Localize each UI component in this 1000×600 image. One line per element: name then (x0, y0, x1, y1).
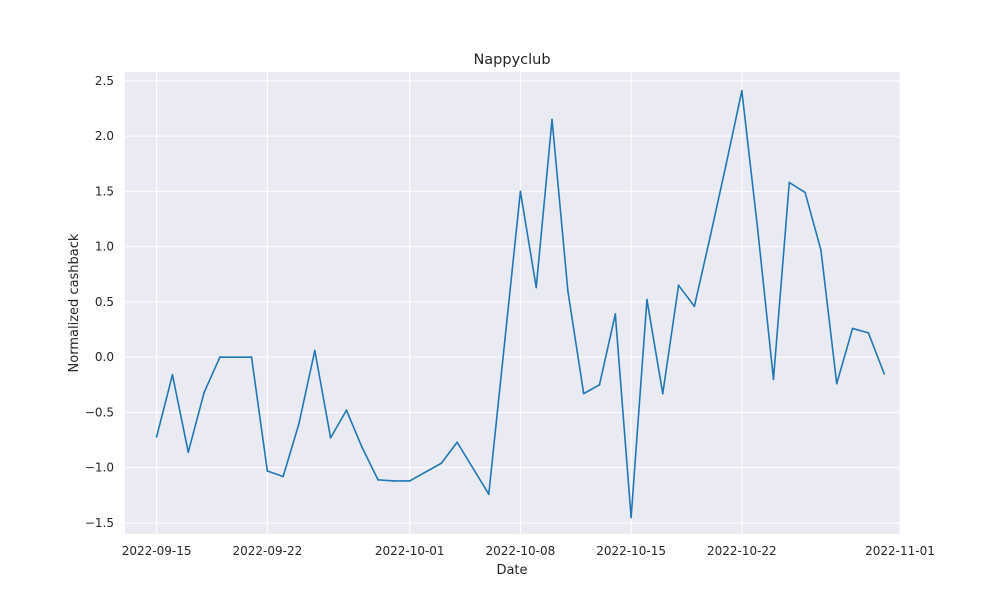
data-point (408, 480, 411, 482)
data-point (171, 373, 174, 376)
data-point (250, 356, 253, 359)
data-point (867, 331, 870, 334)
data-point (566, 289, 569, 292)
data-point (551, 118, 553, 121)
plot-area (125, 72, 900, 534)
y-tick-label: −1.5 (85, 516, 114, 530)
y-axis-ticks: −1.5 −1.0 −0.5 0.0 0.5 1.0 1.5 2.0 2.5 (85, 74, 114, 530)
x-tick-label: 2022-09-15 (122, 544, 192, 558)
data-point (788, 181, 791, 184)
y-tick-label: 2.0 (95, 129, 114, 143)
data-point (218, 356, 221, 359)
data-point (535, 286, 538, 289)
data-point (345, 409, 348, 412)
data-point (519, 190, 522, 193)
y-tick-label: 0.0 (95, 350, 114, 364)
data-point (456, 441, 459, 444)
x-tick-label: 2022-11-01 (865, 544, 935, 558)
x-tick-label: 2022-10-22 (707, 544, 777, 558)
data-point (772, 378, 775, 381)
data-point (835, 382, 838, 385)
data-point (187, 451, 190, 454)
y-tick-label: −1.0 (85, 461, 114, 475)
chart-title: Nappyclub (473, 52, 550, 68)
data-point (377, 478, 379, 481)
data-point (693, 305, 696, 308)
data-point (203, 391, 205, 394)
x-tick-label: 2022-09-22 (232, 544, 302, 558)
data-point (329, 436, 332, 439)
data-point (709, 235, 712, 238)
x-tick-label: 2022-10-01 (375, 544, 445, 558)
data-point (740, 89, 743, 92)
data-point (313, 349, 316, 352)
y-tick-label: 1.0 (95, 240, 114, 254)
data-point (614, 313, 617, 315)
data-point (266, 470, 269, 472)
data-point (282, 475, 285, 478)
x-tick-label: 2022-10-15 (596, 544, 666, 558)
y-tick-label: −0.5 (85, 405, 114, 419)
data-point (883, 372, 886, 375)
grid (125, 72, 901, 534)
y-tick-label: 2.5 (95, 74, 114, 88)
x-axis-ticks: 2022-09-15 2022-09-22 2022-10-01 2022-10-08… (122, 544, 935, 558)
data-point (646, 298, 648, 301)
data-point (756, 228, 759, 230)
y-axis-label: Normalized cashback (67, 233, 82, 372)
series-layer (155, 89, 886, 519)
data-point (661, 392, 664, 395)
data-point (487, 493, 490, 496)
data-point (725, 163, 727, 166)
data-point (677, 284, 680, 287)
x-tick-label: 2022-10-08 (486, 544, 556, 558)
data-point (598, 383, 601, 386)
data-point (298, 422, 300, 425)
data-point (582, 392, 585, 395)
data-point (155, 435, 158, 438)
data-point (630, 516, 633, 519)
x-axis-label: Date (496, 563, 527, 578)
data-point (851, 327, 854, 330)
data-point (361, 446, 364, 449)
data-point (820, 249, 822, 251)
data-point (392, 480, 395, 482)
y-tick-label: 1.5 (95, 184, 114, 198)
data-point (440, 462, 443, 465)
series-line (155, 89, 885, 519)
data-point (804, 191, 807, 194)
y-tick-label: 0.5 (95, 295, 114, 309)
data-point (234, 356, 237, 359)
